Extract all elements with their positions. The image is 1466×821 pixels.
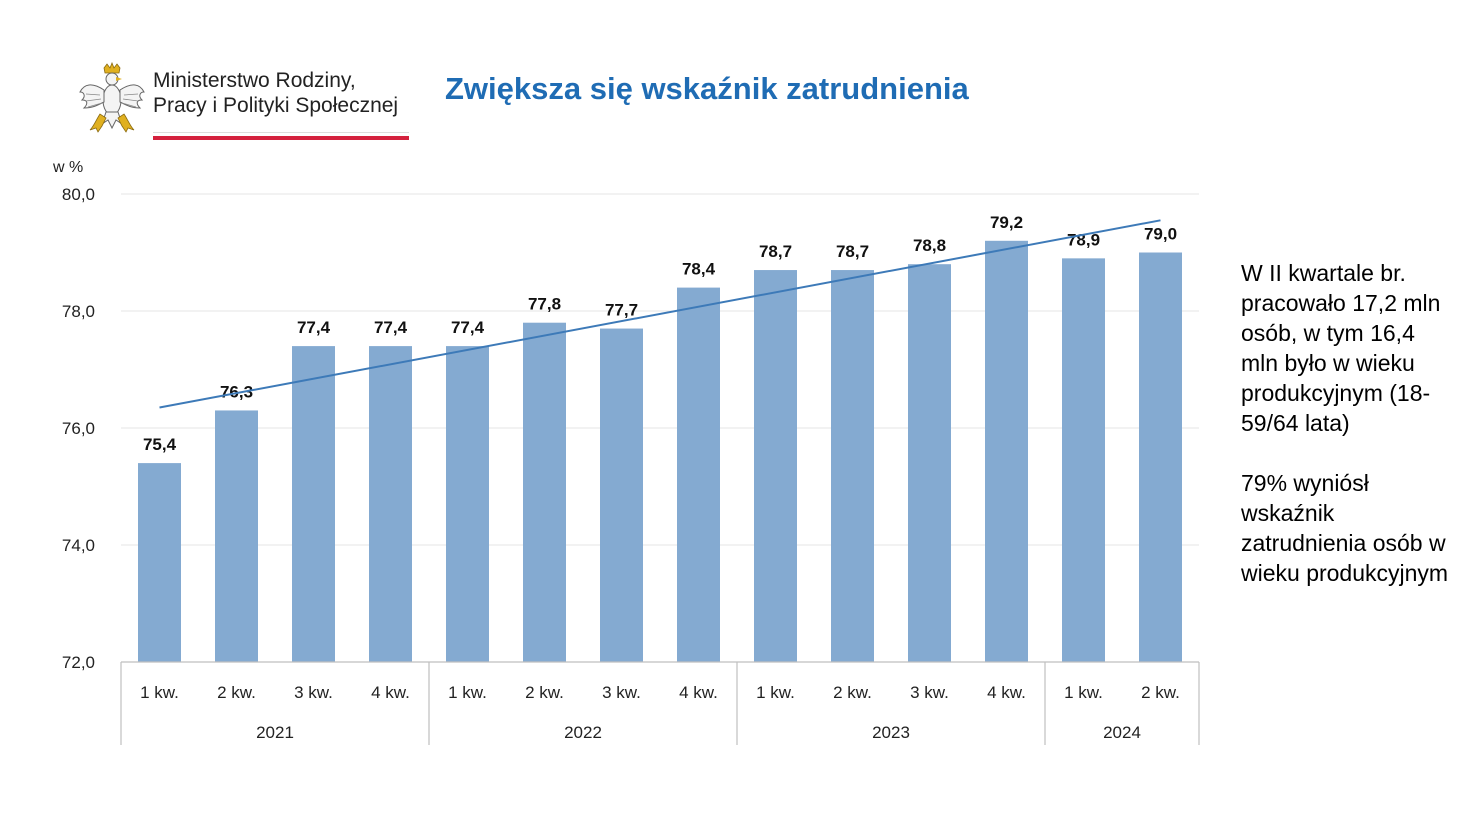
bar <box>446 346 489 662</box>
data-label: 78,8 <box>913 236 946 255</box>
x-tick-label: 2 kw. <box>1141 683 1180 702</box>
bars <box>138 240 1182 663</box>
bar <box>1139 252 1182 662</box>
page-title: Zwiększa się wskaźnik zatrudnienia <box>445 71 969 106</box>
x-tick-label: 4 kw. <box>371 683 410 702</box>
x-tick-label: 1 kw. <box>448 683 487 702</box>
data-label: 77,4 <box>374 318 408 337</box>
data-label: 78,7 <box>836 242 869 261</box>
x-tick-label: 2 kw. <box>217 683 256 702</box>
y-axis-label: w % <box>52 159 83 176</box>
side-commentary: W II kwartale br. pracowało 17,2 mln osó… <box>1241 258 1456 588</box>
x-axis: 1 kw. 2 kw. 3 kw. 4 kw. 1 kw. 2 kw. 3 kw. 4 kw.… <box>120 661 1200 745</box>
commentary-paragraph-1: W II kwartale br. pracowało 17,2 mln osó… <box>1241 260 1441 436</box>
data-label: 78,4 <box>682 260 716 279</box>
bar <box>985 240 1028 663</box>
data-label: 77,4 <box>451 318 485 337</box>
data-labels: 75,4 76,3 77,4 77,4 77,4 77,8 77,7 78,4 78,7 78,7… <box>143 213 1177 454</box>
grid-lines <box>121 193 1199 546</box>
bar <box>292 346 335 662</box>
year-group-label: 2022 <box>564 723 602 742</box>
data-label: 79,2 <box>990 213 1023 232</box>
x-tick-label: 1 kw. <box>140 683 179 702</box>
x-tick-label: 4 kw. <box>987 683 1026 702</box>
bar <box>754 270 797 662</box>
bar <box>908 264 951 662</box>
y-tick-label: 80,0 <box>62 185 95 204</box>
bar <box>523 322 566 662</box>
y-tick-label: 74,0 <box>62 536 95 555</box>
data-label: 77,7 <box>605 301 638 320</box>
data-label: 78,7 <box>759 242 792 261</box>
eagle-emblem-icon <box>79 62 145 133</box>
commentary-paragraph-2: 79% wyniósł wskaźnik zatrudnienia osób w… <box>1241 470 1449 586</box>
data-label: 79,0 <box>1144 225 1177 244</box>
data-label: 78,9 <box>1067 230 1100 249</box>
x-tick-label: 3 kw. <box>910 683 949 702</box>
bar <box>369 346 412 662</box>
bar <box>600 328 643 662</box>
bar <box>831 270 874 662</box>
ministry-name: Ministerstwo Rodziny, Pracy i Polityki S… <box>153 68 398 118</box>
bar <box>1062 258 1105 662</box>
x-tick-label: 2 kw. <box>833 683 872 702</box>
y-axis: 72,0 74,0 76,0 78,0 80,0 w % <box>52 159 95 672</box>
x-tick-label: 3 kw. <box>602 683 641 702</box>
ministry-logo: Ministerstwo Rodziny, Pracy i Polityki S… <box>78 62 413 142</box>
x-tick-label: 3 kw. <box>294 683 333 702</box>
employment-rate-chart: 1 kw. 2 kw. 3 kw. 4 kw. 1 kw. 2 kw. 3 kw. 4 kw.… <box>52 159 1200 745</box>
data-label: 76,3 <box>220 382 253 401</box>
year-group-label: 2024 <box>1103 723 1141 742</box>
x-tick-label: 1 kw. <box>1064 683 1103 702</box>
bar <box>677 287 720 662</box>
trendline-line <box>159 219 1161 409</box>
y-tick-label: 76,0 <box>62 419 95 438</box>
trendline <box>159 219 1161 409</box>
ministry-name-line1: Ministerstwo Rodziny, <box>153 69 356 92</box>
bar <box>138 463 181 662</box>
y-tick-label: 72,0 <box>62 653 95 672</box>
data-label: 77,4 <box>297 318 331 337</box>
y-tick-label: 78,0 <box>62 302 95 321</box>
year-group-label: 2023 <box>872 723 910 742</box>
data-label: 77,8 <box>528 295 561 314</box>
bar <box>215 410 258 662</box>
ministry-name-line2: Pracy i Polityki Społecznej <box>153 94 399 117</box>
x-tick-label: 2 kw. <box>525 683 564 702</box>
x-tick-label: 1 kw. <box>756 683 795 702</box>
x-tick-label: 4 kw. <box>679 683 718 702</box>
year-group-label: 2021 <box>256 723 294 742</box>
flag-stripe <box>153 132 409 140</box>
data-label: 75,4 <box>143 435 177 454</box>
